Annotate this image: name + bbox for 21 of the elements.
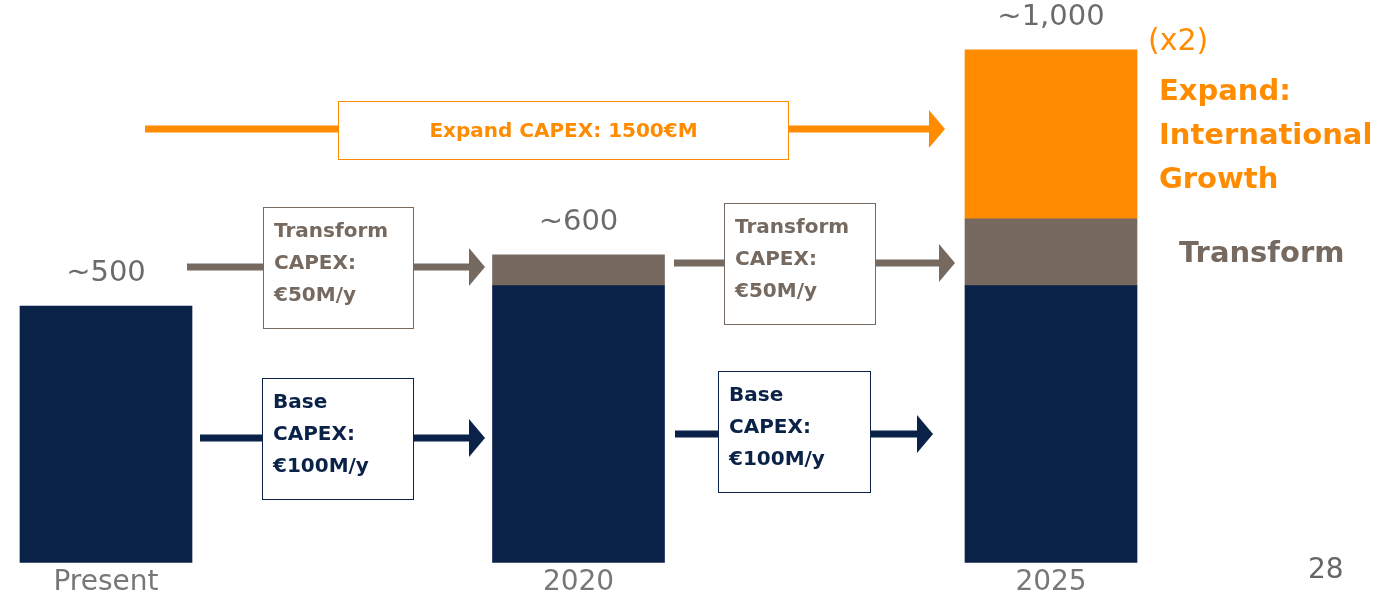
text-box: Transform CAPEX: €50M/y (263, 207, 414, 329)
x-tick-label: 2025 (1015, 564, 1087, 598)
text-box: Expand CAPEX: 1500€M (338, 101, 789, 160)
bar (964, 49, 1138, 220)
bar (964, 285, 1138, 563)
text: 28 (1308, 552, 1344, 585)
annotation: (x2) (1148, 22, 1209, 57)
series-label: Transform (1179, 234, 1346, 272)
total-label: ~1,000 (997, 0, 1105, 32)
bar (964, 218, 1138, 286)
total-label: ~600 (538, 202, 619, 237)
bar (492, 285, 665, 563)
series-label: Expand: International Growth (1159, 72, 1374, 198)
x-tick-label: Present (53, 564, 159, 598)
text-box: Transform CAPEX: €50M/y (724, 203, 876, 325)
bar (19, 305, 193, 563)
bar (492, 254, 665, 286)
text-box: Base CAPEX: €100M/y (718, 371, 871, 493)
total-label: ~500 (66, 254, 146, 289)
x-tick-label: 2020 (542, 564, 615, 598)
text-box: Base CAPEX: €100M/y (262, 378, 414, 500)
